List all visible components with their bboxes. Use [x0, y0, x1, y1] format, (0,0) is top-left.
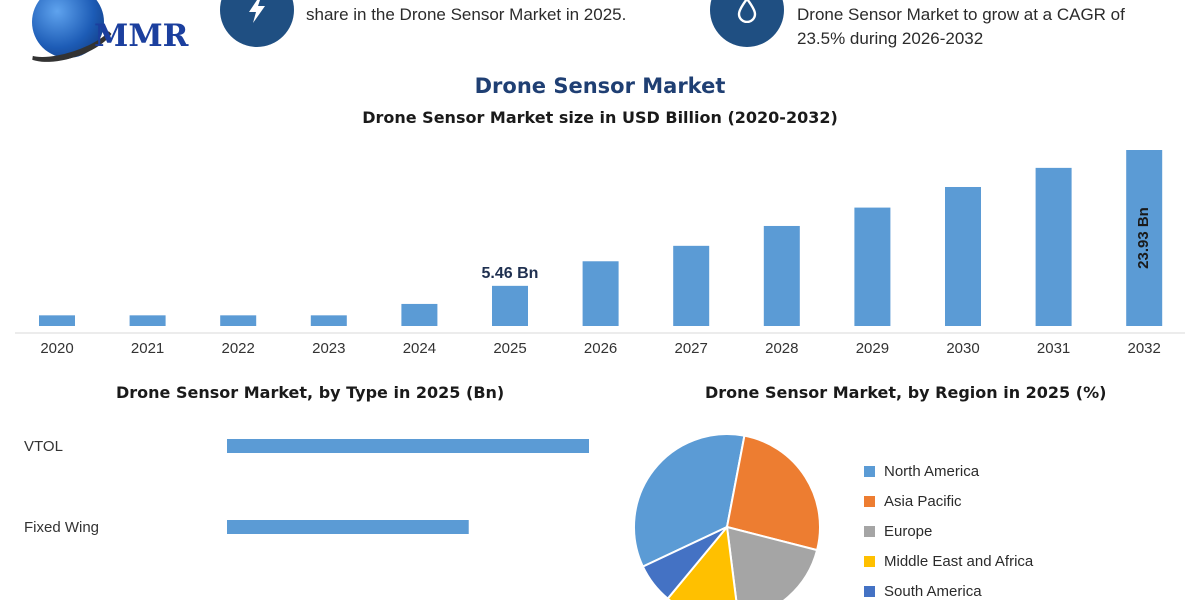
tick-label-2031: 2031 — [1037, 340, 1070, 357]
legend-swatch — [864, 525, 875, 537]
legend-item-south-america: South America — [864, 576, 1033, 606]
bar-2028 — [763, 225, 800, 326]
tick-label-2029: 2029 — [856, 340, 889, 357]
data-label-2032: 23.93 Bn — [1135, 207, 1152, 269]
bar-2023 — [310, 315, 347, 326]
pie-slice-north-america — [633, 433, 746, 568]
kpi2-text: Drone Sensor Market to grow at a CAGR of… — [797, 3, 1125, 51]
logo: MMR — [18, 0, 192, 72]
globe-icon — [32, 0, 104, 58]
kpi2-text-line1: Drone Sensor Market to grow at a CAGR of — [797, 5, 1125, 24]
tick-label-2027: 2027 — [675, 340, 708, 357]
pie-slice-south-america — [641, 526, 728, 600]
legend-item-middle-east-and-africa: Middle East and Africa — [864, 546, 1033, 576]
legend-label: Asia Pacific — [884, 492, 962, 510]
kpi2-text-line2: 23.5% during 2026-2032 — [797, 29, 984, 48]
bar-2032 — [1126, 150, 1163, 326]
hbar-label-vtol: VTOL — [24, 438, 63, 455]
hbar-fixed-wing — [227, 520, 469, 534]
bar-2022 — [220, 315, 257, 326]
tick-label-2030: 2030 — [946, 340, 979, 357]
bar-2021 — [129, 315, 166, 326]
bar-2020 — [39, 315, 75, 326]
legend-label: South America — [884, 582, 982, 600]
chart-title: Drone Sensor Market — [474, 74, 726, 98]
chart-subtitle: Drone Sensor Market size in USD Billion … — [362, 108, 838, 127]
region-chart-title: Drone Sensor Market, by Region in 2025 (… — [705, 383, 1107, 402]
hbar-label-fixed-wing: Fixed Wing — [24, 519, 99, 536]
region-legend: North America Asia Pacific Europe Middle Ea… — [864, 456, 1033, 606]
legend-swatch — [864, 585, 875, 597]
tick-label-2024: 2024 — [403, 340, 436, 357]
tick-label-2022: 2022 — [222, 340, 255, 357]
bar-2027 — [673, 245, 710, 326]
type-chart-title: Drone Sensor Market, by Type in 2025 (Bn… — [116, 383, 505, 402]
tick-label-2026: 2026 — [584, 340, 617, 357]
logo-text: MMR — [94, 18, 189, 54]
tick-label-2020: 2020 — [40, 340, 73, 357]
bar-2029 — [854, 207, 891, 326]
legend-label: North America — [884, 462, 980, 480]
legend-label: Middle East and Africa — [884, 552, 1034, 570]
legend-label: Europe — [884, 522, 933, 540]
tick-label-2028: 2028 — [765, 340, 798, 357]
data-label-2025: 5.46 Bn — [482, 265, 539, 282]
legend-item-north-america: North America — [864, 456, 1033, 486]
tick-label-2032: 2032 — [1128, 340, 1161, 357]
pie-slice-asia-pacific — [725, 434, 821, 552]
bar-2024 — [401, 303, 438, 326]
tick-label-2023: 2023 — [312, 340, 345, 357]
pie-slice-europe — [725, 525, 819, 600]
legend-swatch — [864, 555, 875, 567]
legend-item-europe: Europe — [864, 516, 1033, 546]
bar-2025 — [492, 285, 528, 326]
bar-2030 — [945, 186, 981, 326]
pie-slice-middle-east-and-africa — [666, 524, 738, 600]
kpi1-text: share in the Drone Sensor Market in 2025… — [306, 5, 627, 24]
tick-label-2025: 2025 — [493, 340, 526, 357]
bar-2026 — [582, 261, 619, 326]
bar-2031 — [1035, 167, 1072, 326]
legend-swatch — [864, 495, 875, 507]
legend-swatch — [864, 465, 875, 477]
tick-label-2021: 2021 — [131, 340, 164, 357]
hbar-vtol — [227, 439, 589, 453]
legend-item-asia-pacific: Asia Pacific — [864, 486, 1033, 516]
